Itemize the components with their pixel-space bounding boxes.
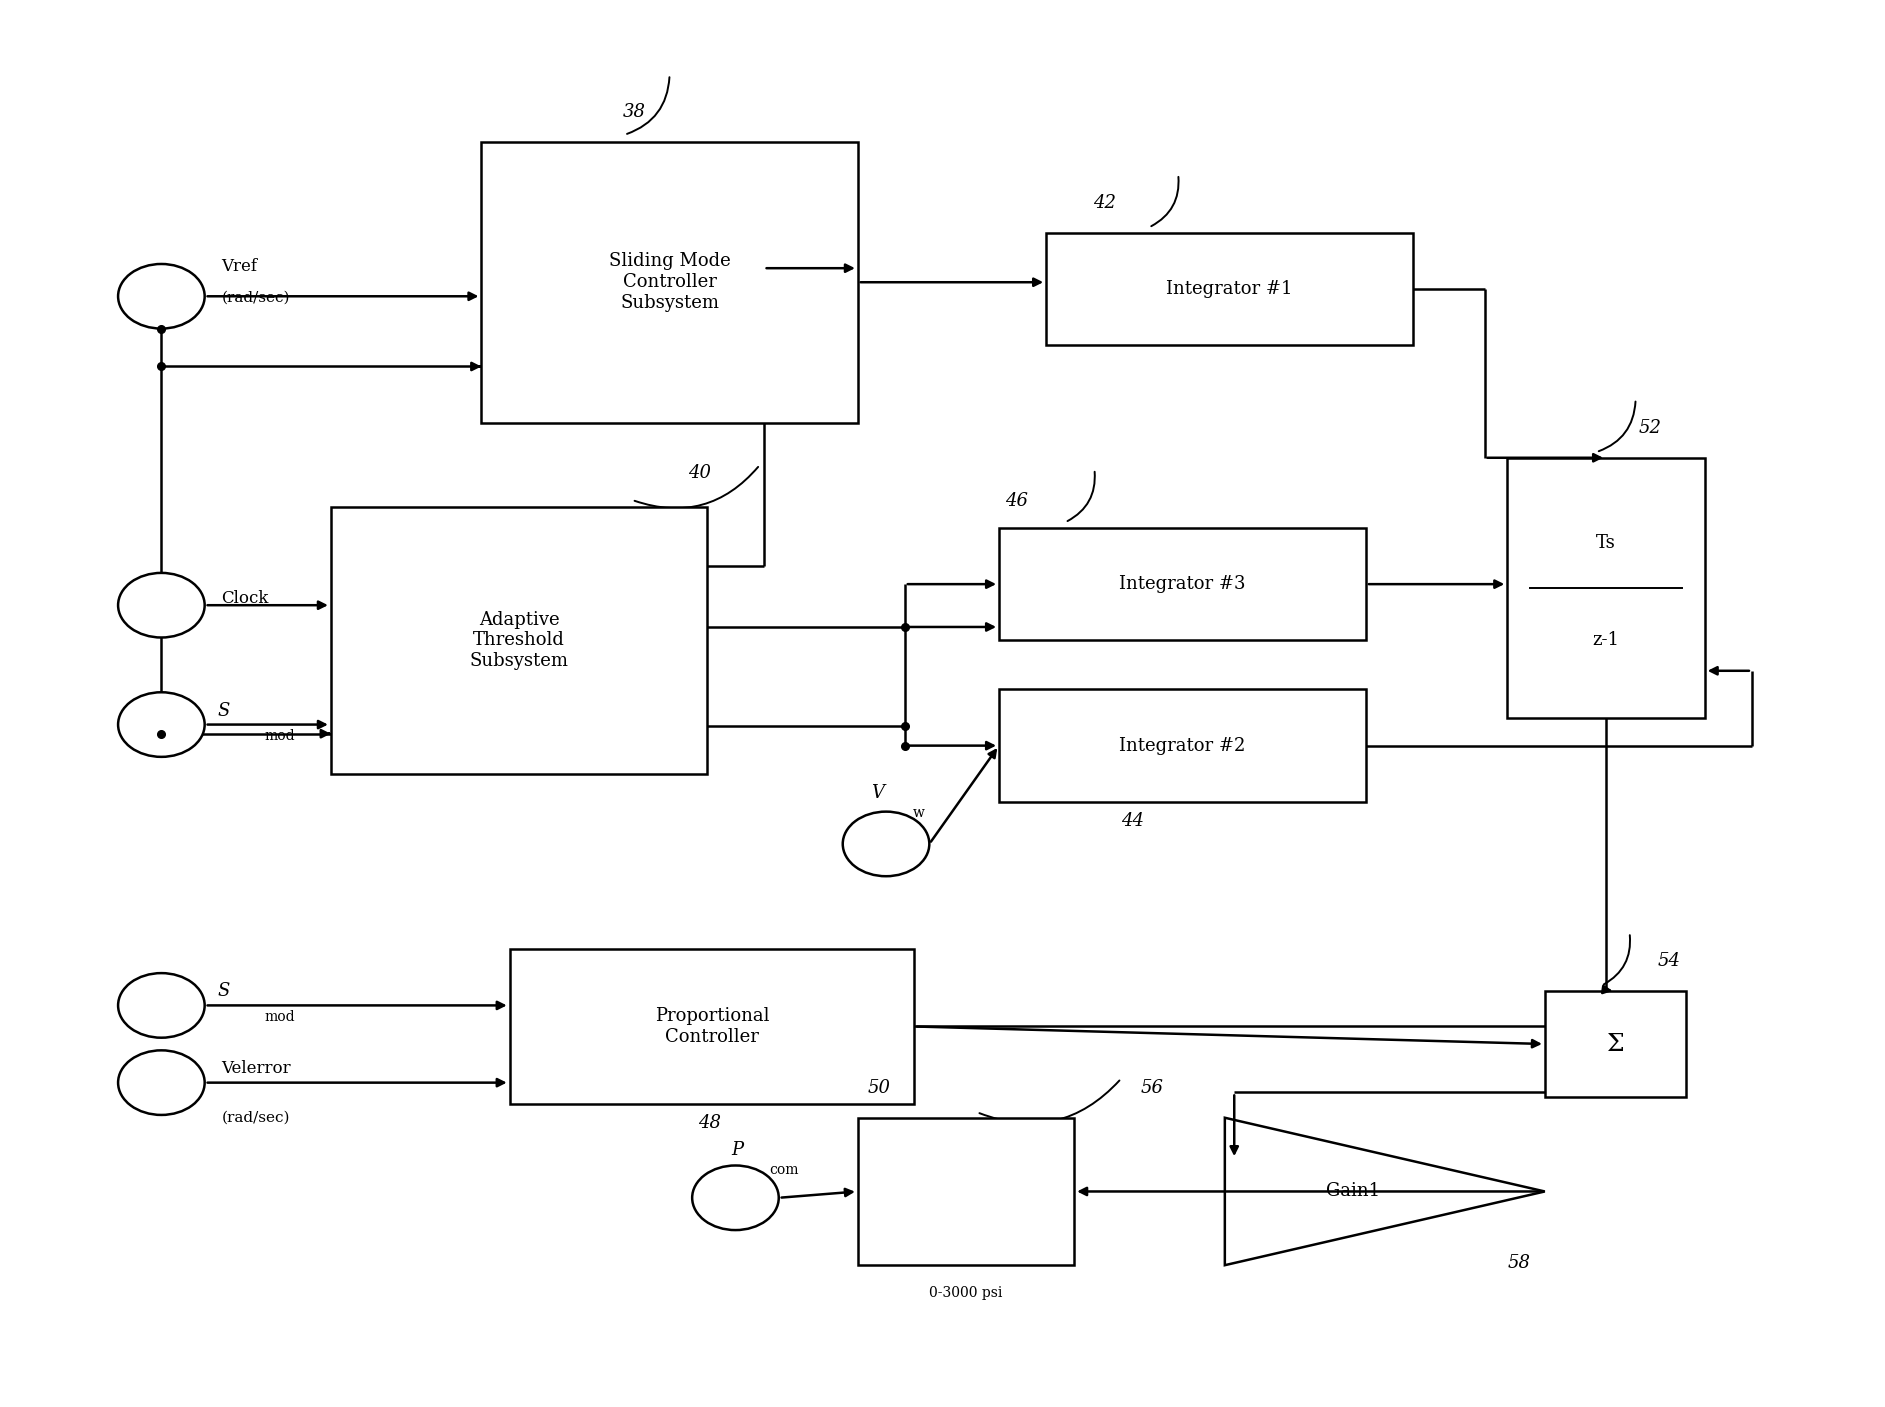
Text: 54: 54 <box>1657 953 1681 971</box>
Bar <box>999 528 1367 640</box>
Text: mod: mod <box>266 1010 296 1024</box>
Text: z-1: z-1 <box>1593 630 1619 649</box>
Text: Gain1: Gain1 <box>1325 1182 1380 1200</box>
Text: Sliding Mode
Controller
Subsystem: Sliding Mode Controller Subsystem <box>609 252 731 312</box>
Text: Velerror: Velerror <box>222 1059 292 1078</box>
Circle shape <box>843 812 929 877</box>
Text: Integrator #2: Integrator #2 <box>1120 737 1246 754</box>
Bar <box>858 1117 1074 1265</box>
Text: S: S <box>219 982 230 1000</box>
Text: 40: 40 <box>688 464 711 481</box>
Bar <box>481 142 858 422</box>
Text: Clock: Clock <box>222 590 270 606</box>
Text: S: S <box>219 702 230 719</box>
Text: 56: 56 <box>1140 1079 1163 1096</box>
Circle shape <box>119 974 205 1038</box>
Text: 48: 48 <box>697 1114 720 1131</box>
Circle shape <box>119 573 205 637</box>
Text: (rad/sec): (rad/sec) <box>222 291 290 305</box>
Text: Proportional
Controller: Proportional Controller <box>654 1007 769 1045</box>
Text: P: P <box>731 1141 745 1159</box>
Text: Σ: Σ <box>1606 1033 1625 1055</box>
Bar <box>330 507 707 774</box>
Text: w: w <box>912 806 924 820</box>
Text: V: V <box>871 784 884 802</box>
Bar <box>509 950 914 1103</box>
Text: mod: mod <box>266 729 296 743</box>
Bar <box>1546 992 1685 1096</box>
Text: Vref: Vref <box>222 257 258 274</box>
Bar <box>999 689 1367 802</box>
Text: Integrator #3: Integrator #3 <box>1120 575 1246 594</box>
Circle shape <box>119 1051 205 1114</box>
Text: (rad/sec): (rad/sec) <box>222 1110 290 1124</box>
Text: com: com <box>769 1162 799 1176</box>
Text: 42: 42 <box>1093 194 1116 212</box>
Circle shape <box>119 265 205 329</box>
Text: 50: 50 <box>867 1079 890 1096</box>
Text: Integrator #1: Integrator #1 <box>1167 280 1293 298</box>
Text: Adaptive
Threshold
Subsystem: Adaptive Threshold Subsystem <box>469 611 569 670</box>
Text: 44: 44 <box>1122 812 1144 830</box>
Polygon shape <box>1225 1117 1546 1265</box>
Circle shape <box>692 1165 779 1230</box>
Bar <box>1046 234 1414 346</box>
Text: 38: 38 <box>622 103 645 121</box>
Text: 58: 58 <box>1508 1254 1531 1272</box>
Text: Ts: Ts <box>1597 535 1615 553</box>
Text: 46: 46 <box>1005 491 1027 509</box>
Text: 52: 52 <box>1638 419 1663 436</box>
Text: 0-3000 psi: 0-3000 psi <box>929 1286 1003 1300</box>
Bar <box>1508 457 1704 718</box>
Circle shape <box>119 692 205 757</box>
